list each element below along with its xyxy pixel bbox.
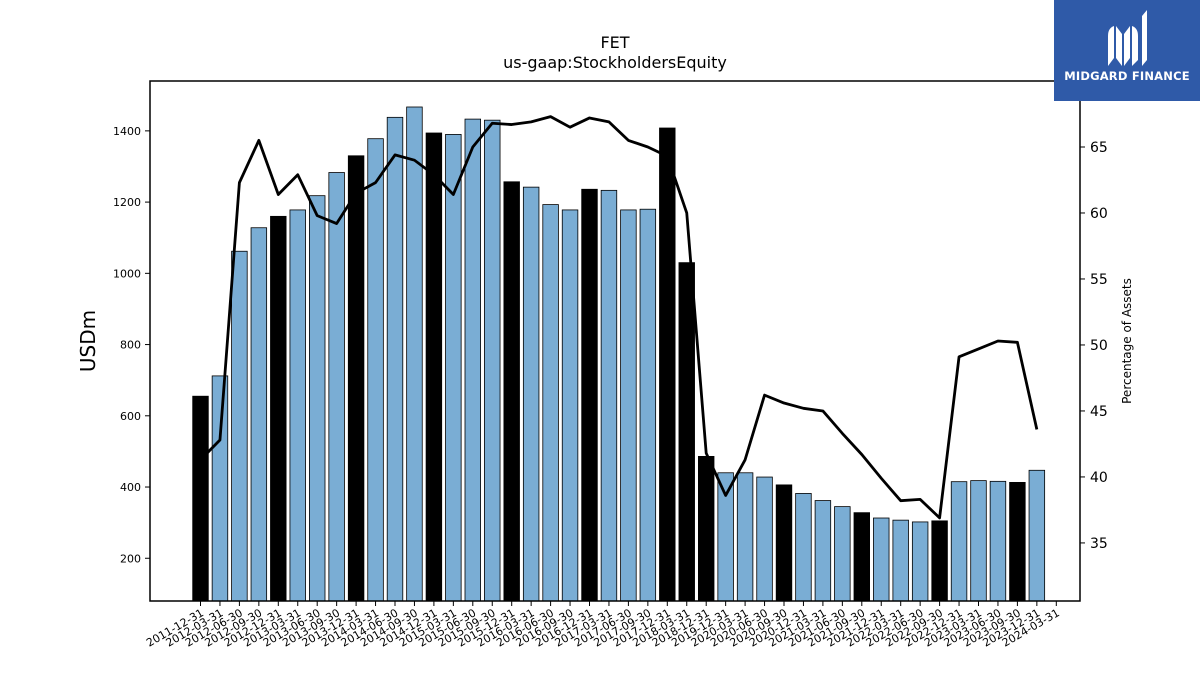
chart-title: FET — [600, 33, 629, 52]
bar-2022-03-31 — [892, 519, 909, 602]
y-axis-left: 200 400 600 800 1000 1200 1400 — [113, 125, 150, 565]
bar-2017-03-31 — [600, 189, 618, 602]
chart-subtitle: us-gaap:StockholdersEquity — [503, 53, 727, 72]
bar-2013-12-31 — [347, 155, 365, 602]
bar-2014-06-30 — [386, 116, 404, 602]
bar-2022-12-31 — [950, 481, 968, 602]
bar-2017-12-31 — [659, 127, 676, 602]
percentage-line — [199, 115, 1039, 520]
brand-logo: MIDGARD FINANCE — [1054, 0, 1200, 101]
y2-tick-label: 45 — [1090, 404, 1108, 420]
midgard-logo-icon — [1108, 10, 1147, 66]
bar-2013-06-30 — [308, 195, 326, 602]
y-axis-right: 35 40 45 50 55 60 65 — [1080, 140, 1108, 552]
bar-2020-06-30 — [756, 476, 773, 602]
bar-2015-06-30 — [464, 118, 482, 602]
bar-2016-09-30 — [561, 209, 579, 602]
y-axis-label: USDm — [76, 310, 100, 372]
y-tick-label: 200 — [120, 552, 141, 565]
bar-2012-09-30 — [250, 227, 268, 602]
bar-2018-12-31 — [698, 455, 715, 602]
bar-2018-03-31 — [678, 262, 695, 602]
bar-2016-06-30 — [542, 204, 559, 602]
line-group — [199, 115, 1039, 520]
y-tick-label: 600 — [120, 410, 141, 423]
bar-2017-06-30 — [620, 209, 637, 602]
bar-2017-09-30 — [639, 208, 657, 602]
bar-2013-09-30 — [328, 172, 345, 602]
y2-tick-label: 40 — [1090, 470, 1108, 486]
bar-2021-12-31 — [873, 517, 890, 602]
y2-tick-label: 50 — [1090, 338, 1108, 354]
bar-2023-12-31 — [1028, 469, 1046, 602]
bar-2019-12-31 — [717, 472, 734, 602]
bar-2021-09-30 — [853, 512, 871, 602]
brand-name: MIDGARD FINANCE — [1064, 69, 1190, 83]
bar-2012-06-30 — [231, 250, 248, 602]
bar-2020-09-30 — [775, 484, 793, 602]
bar-2012-12-31 — [270, 215, 287, 602]
bar-2016-12-31 — [581, 188, 598, 602]
y-tick-label: 1000 — [113, 267, 141, 280]
bar-2011-12-31 — [192, 395, 209, 602]
bar-2023-06-30 — [989, 480, 1007, 602]
bar-2014-09-30 — [406, 106, 423, 602]
bar-2015-09-30 — [484, 119, 501, 602]
bar-2015-12-31 — [503, 181, 520, 602]
bar-2023-03-31 — [970, 480, 987, 602]
bar-2022-09-30 — [931, 520, 948, 602]
y2-tick-label: 60 — [1090, 206, 1108, 222]
bar-2012-03-31 — [211, 375, 229, 602]
y-tick-label: 400 — [120, 481, 141, 494]
bar-2014-12-31 — [425, 132, 443, 602]
bar-2021-06-30 — [834, 506, 851, 602]
y2-tick-label: 35 — [1090, 536, 1108, 552]
y2-axis-label: Percentage of Assets — [1120, 278, 1134, 404]
bar-2022-06-30 — [911, 521, 929, 602]
bar-2023-09-30 — [1009, 481, 1026, 602]
bar-2020-12-31 — [795, 493, 812, 602]
bar-2015-03-31 — [445, 134, 462, 602]
bar-2020-03-31 — [736, 472, 754, 602]
x-axis: 2011-12-312012-03-312012-06-302012-09-30… — [144, 601, 1062, 650]
y-tick-label: 1400 — [113, 125, 141, 138]
y2-tick-label: 65 — [1090, 140, 1108, 156]
y-tick-label: 800 — [120, 339, 141, 352]
bars-group — [192, 106, 1046, 602]
y-tick-label: 1200 — [113, 196, 141, 209]
bar-2016-03-31 — [522, 186, 540, 602]
bar-2021-03-31 — [814, 500, 832, 602]
y2-tick-label: 55 — [1090, 272, 1108, 288]
bar-2014-03-31 — [367, 138, 384, 602]
bar-2013-03-31 — [289, 209, 306, 602]
plot-frame — [149, 80, 1081, 602]
